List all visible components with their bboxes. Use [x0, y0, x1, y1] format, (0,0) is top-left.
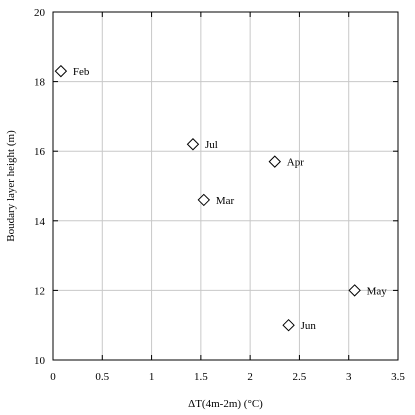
y-tick-label: 16: [34, 146, 46, 158]
point-label-feb: Feb: [73, 66, 90, 78]
plot-frame: [52, 11, 399, 361]
y-tick-label: 12: [34, 285, 45, 297]
point-label-apr: Apr: [287, 157, 304, 169]
tick-label-layer: 0 0.5 1 1.5 2 2.5 3 3.5 10 12 14 16 18 20: [34, 7, 405, 383]
data-point-jul: [186, 138, 200, 151]
grid-layer: [53, 12, 398, 360]
tick-layer: [52, 11, 399, 361]
data-point-apr: [268, 155, 281, 168]
x-tick-label: 3: [346, 371, 352, 383]
point-label-jul: Jul: [205, 139, 218, 151]
data-point-mar: [197, 193, 211, 207]
x-tick-label: 3.5: [391, 371, 405, 383]
data-point-jun: [282, 318, 295, 332]
point-label-jun: Jun: [301, 320, 317, 332]
y-tick-label: 18: [34, 77, 46, 89]
point-label-mar: Mar: [216, 195, 235, 207]
x-tick-label: 0.5: [95, 371, 109, 383]
x-axis-label: ΔT(4m-2m) (°C): [188, 398, 263, 410]
y-tick-label: 14: [34, 216, 46, 228]
y-tick-label: 20: [34, 7, 46, 19]
x-tick-label: 1: [149, 371, 155, 383]
y-axis-label: Boudary layer height (m): [5, 130, 17, 242]
x-tick-label: 0: [50, 371, 56, 383]
data-point-feb: [54, 64, 68, 78]
data-point-may: [348, 284, 361, 297]
x-tick-label: 2: [247, 371, 253, 383]
y-tick-label: 10: [34, 355, 46, 367]
x-tick-label: 1.5: [194, 371, 208, 383]
point-label-may: May: [367, 285, 388, 297]
point-label-layer: Feb Jul Apr Mar May Jun: [73, 66, 387, 332]
x-tick-label: 2.5: [293, 371, 307, 383]
marker-layer: [54, 64, 361, 332]
